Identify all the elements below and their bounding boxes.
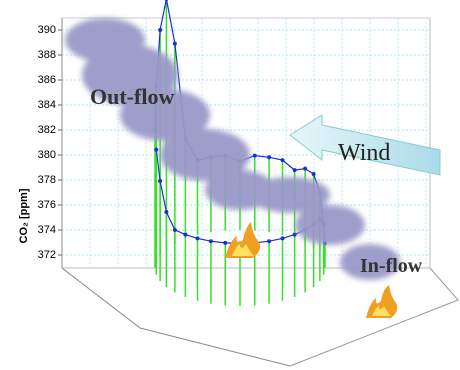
data-point xyxy=(293,233,297,237)
data-point xyxy=(267,239,271,243)
data-point xyxy=(303,167,307,171)
inflow-label: In-flow xyxy=(360,255,423,277)
data-point xyxy=(312,172,316,176)
wind-label: Wind xyxy=(338,140,390,166)
data-point xyxy=(196,236,200,240)
y-axis-label: CO₂ [ppm] xyxy=(18,188,30,243)
data-point xyxy=(223,241,227,245)
data-point xyxy=(173,228,177,232)
chart: Wind Out-flow In-flow CO₂ [ppm] 372 374 37… xyxy=(0,0,460,370)
data-point xyxy=(164,210,168,214)
data-point xyxy=(154,148,158,152)
y-tick-label: 380 xyxy=(38,149,56,161)
data-point xyxy=(293,168,297,172)
data-point xyxy=(183,233,187,237)
data-point xyxy=(164,0,168,1)
y-tick-label: 390 xyxy=(38,24,56,36)
data-point xyxy=(253,154,257,158)
y-tick-label: 388 xyxy=(38,49,56,61)
y-tick-label: 374 xyxy=(38,224,56,236)
data-point xyxy=(158,179,162,183)
data-point xyxy=(281,158,285,162)
y-tick-label: 384 xyxy=(38,99,56,111)
y-tick-label: 386 xyxy=(38,74,56,86)
y-tick-label: 378 xyxy=(38,174,56,186)
data-point xyxy=(173,42,177,46)
y-tick-label: 372 xyxy=(38,249,56,261)
data-point xyxy=(267,155,271,159)
data-point xyxy=(209,239,213,243)
data-point xyxy=(281,236,285,240)
y-tick-label: 376 xyxy=(38,199,56,211)
y-tick-label: 382 xyxy=(38,124,56,136)
outflow-label: Out-flow xyxy=(90,84,174,109)
data-point xyxy=(158,28,162,32)
